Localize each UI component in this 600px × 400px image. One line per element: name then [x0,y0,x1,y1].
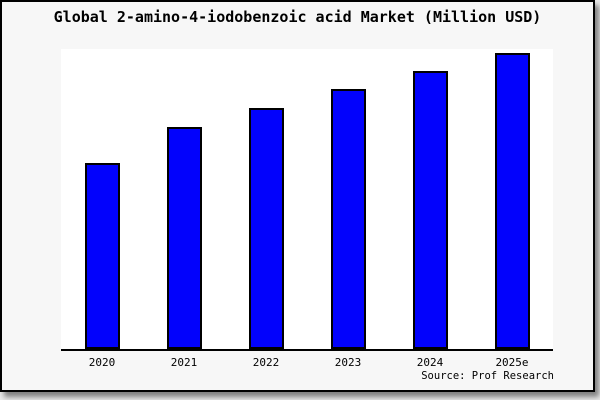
source-note: Source: Prof Research [421,370,554,382]
chart-frame: Global 2-amino-4-iodobenzoic acid Market… [0,0,595,392]
plot-area [61,49,553,351]
x-tick-label-2023: 2023 [334,356,362,369]
x-tick-label-2022: 2022 [252,356,280,369]
bar-2022 [248,108,284,349]
bar-2023 [330,89,366,349]
chart-title: Global 2-amino-4-iodobenzoic acid Market… [53,8,542,26]
bar-2021 [166,127,202,349]
bar-slot-2022 [225,49,307,349]
bar-slot-2025e [471,49,553,349]
bar-slot-2021 [143,49,225,349]
x-tick-label-2025e: 2025e [495,356,529,369]
x-tick-label-2024: 2024 [416,356,444,369]
bar-2024 [412,71,448,349]
bar-2020 [84,163,120,349]
x-tick-label-2021: 2021 [170,356,198,369]
bar-slot-2023 [307,49,389,349]
x-axis-labels: 2020 2021 2022 2023 2024 2025e [61,356,553,369]
bar-2025e [494,53,530,349]
bar-slot-2024 [389,49,471,349]
bar-slot-2020 [61,49,143,349]
x-tick-label-2020: 2020 [88,356,116,369]
